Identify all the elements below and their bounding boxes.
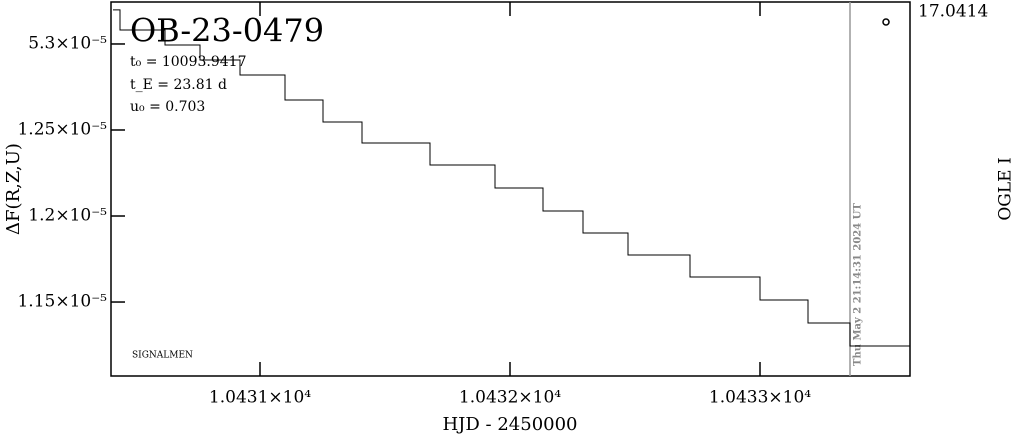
y-axis-label: ΔF(R,Z,U) — [3, 143, 24, 235]
y-tick-label: 1.2×10⁻⁵ — [28, 206, 107, 226]
x-tick-label: 1.0433×10⁴ — [709, 388, 811, 408]
annotation: t₀ = 10093.9417 — [130, 54, 246, 70]
y-tick-label: 1.25×10⁻⁵ — [17, 119, 107, 139]
timestamp: Thu May 2 21:14:31 2024 UT — [853, 203, 864, 366]
x-tick-label: 1.0432×10⁴ — [459, 388, 561, 408]
y-tick-label: 1.15×10⁻⁵ — [17, 292, 107, 312]
marker — [882, 18, 890, 26]
annotation: t_E = 23.81 d — [130, 77, 227, 93]
chart-title: OB-23-0479 — [130, 12, 324, 50]
right-value: 17.0414 — [918, 2, 988, 22]
data-line — [113, 9, 910, 347]
annotation: SIGNALMEN — [132, 351, 193, 361]
right-label: OGLE I — [996, 157, 1014, 220]
y-tick-label: 5.3×10⁻⁵ — [28, 33, 107, 53]
annotation: u₀ = 0.703 — [130, 99, 205, 115]
x-axis-label: HJD - 2450000 — [442, 414, 577, 434]
x-tick-label: 1.0431×10⁴ — [209, 388, 311, 408]
